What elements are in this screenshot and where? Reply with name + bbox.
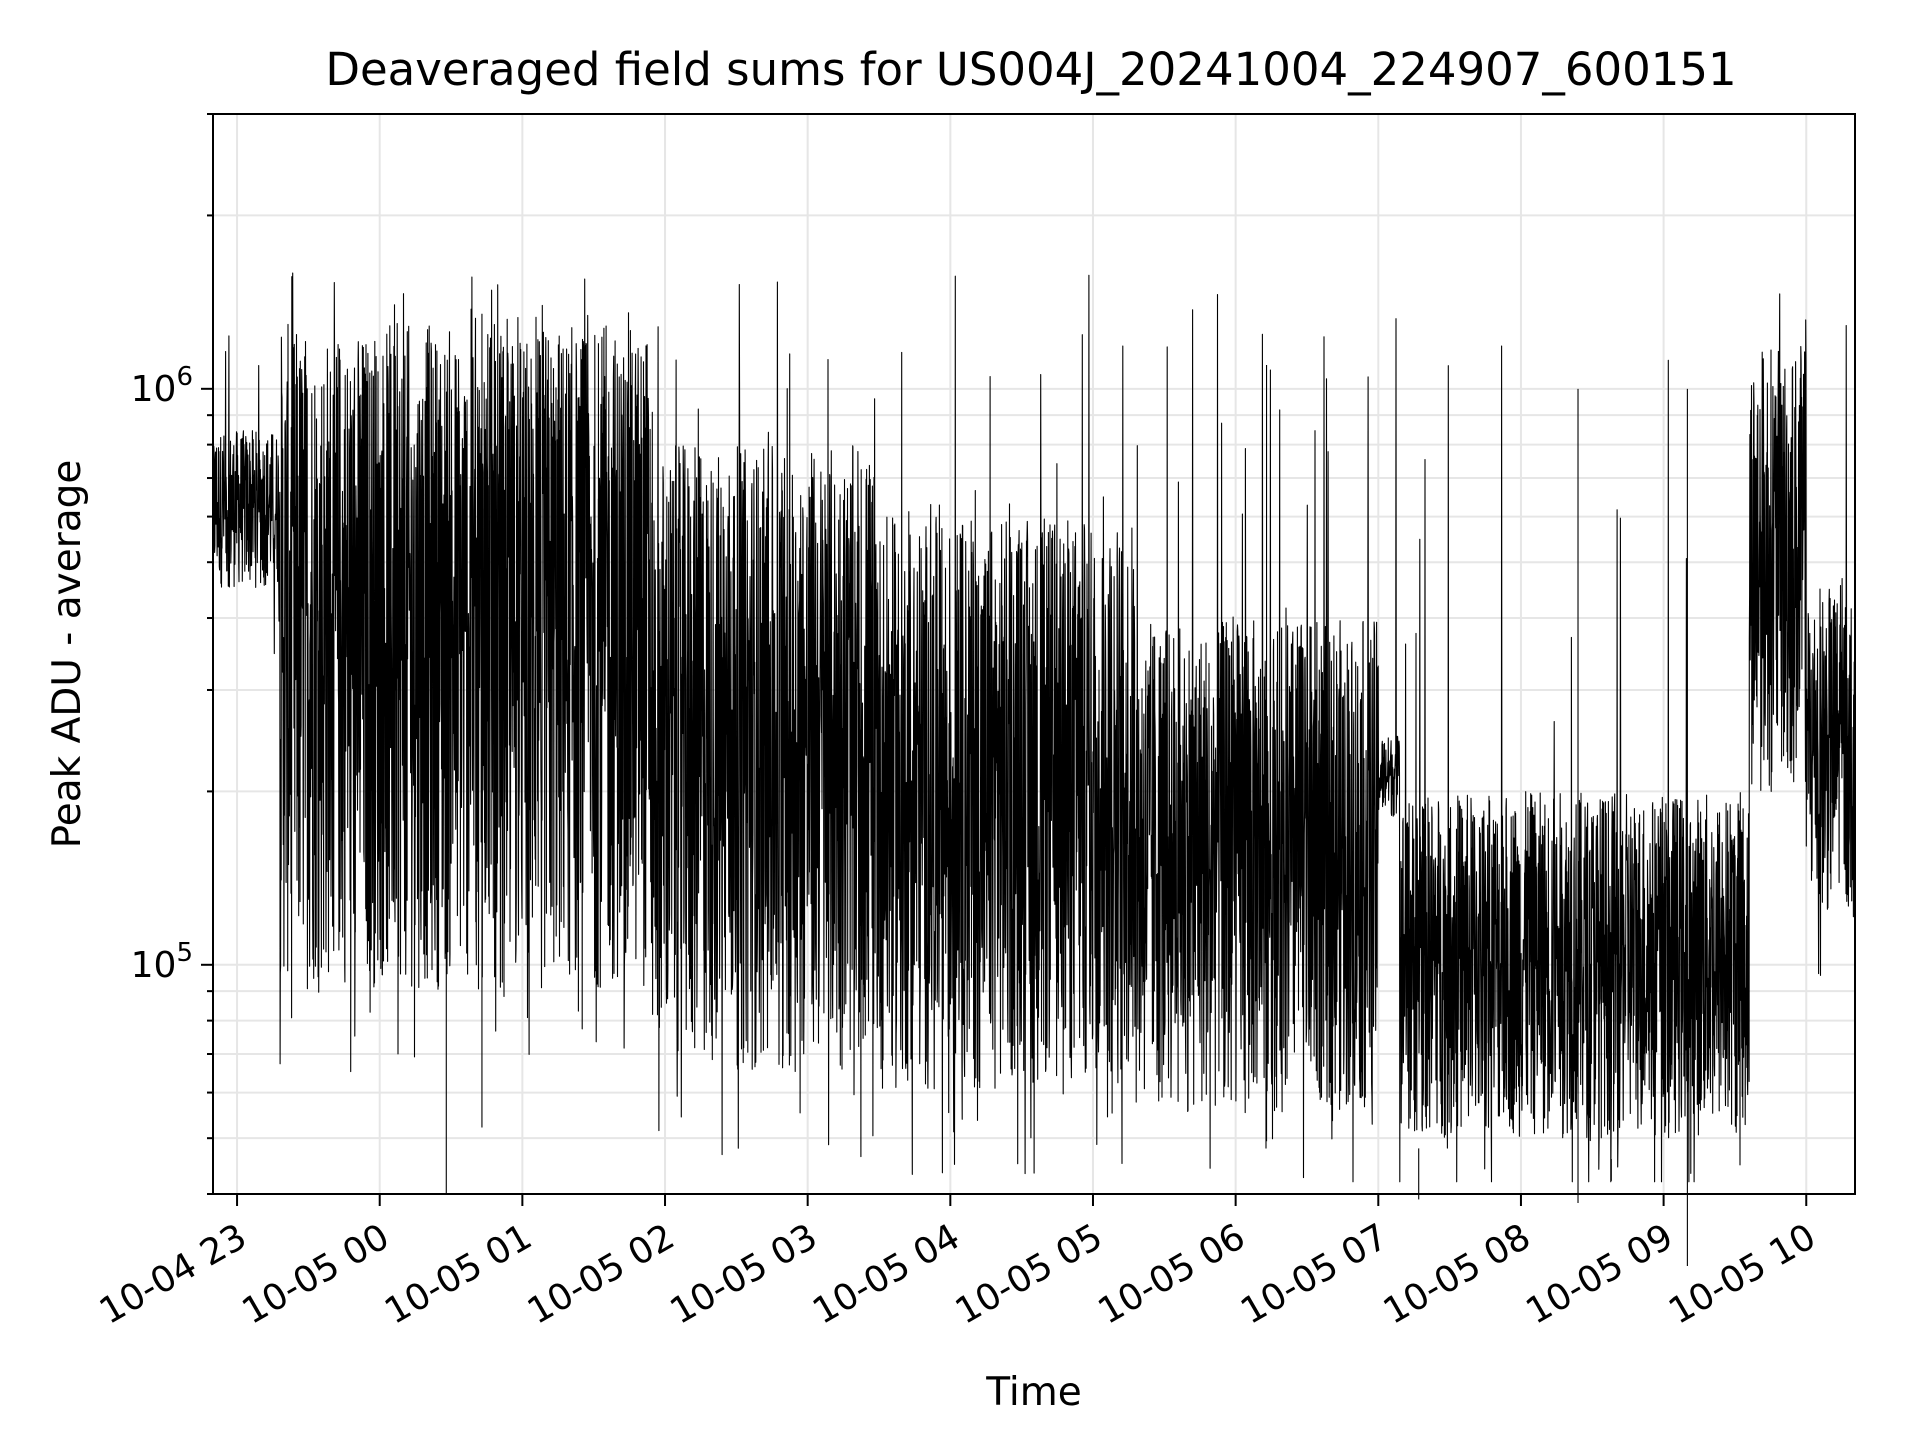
- plot-frame: [212, 113, 1856, 1195]
- x-tick-label: 10-05 03: [663, 1216, 824, 1332]
- x-tick-label: 10-05 02: [521, 1216, 682, 1332]
- y-axis: 105 106: [131, 113, 213, 1195]
- x-tick-label: 10-05 00: [236, 1216, 397, 1332]
- x-tick-label: 10-05 08: [1377, 1216, 1538, 1332]
- data-line: [212, 272, 1856, 1183]
- series-layer: [212, 272, 1856, 1266]
- x-tick-label: 10-05 10: [1662, 1216, 1823, 1332]
- x-tick-label: 10-05 09: [1519, 1216, 1680, 1332]
- y-tick-label: 105: [131, 938, 193, 986]
- x-tick-label: 10-04 23: [93, 1216, 254, 1332]
- y-tick-label: 106: [131, 362, 193, 410]
- y-axis-label: Peak ADU - average: [45, 460, 90, 849]
- x-tick-label: 10-05 04: [806, 1216, 967, 1332]
- x-tick-label: 10-05 07: [1234, 1216, 1395, 1332]
- chart-title: Deaveraged field sums for US004J_2024100…: [325, 43, 1736, 96]
- x-axis-label: Time: [985, 1370, 1081, 1415]
- x-tick-label: 10-05 05: [949, 1216, 1110, 1332]
- x-tick-label: 10-05 01: [378, 1216, 539, 1332]
- x-tick-label: 10-05 06: [1091, 1216, 1252, 1332]
